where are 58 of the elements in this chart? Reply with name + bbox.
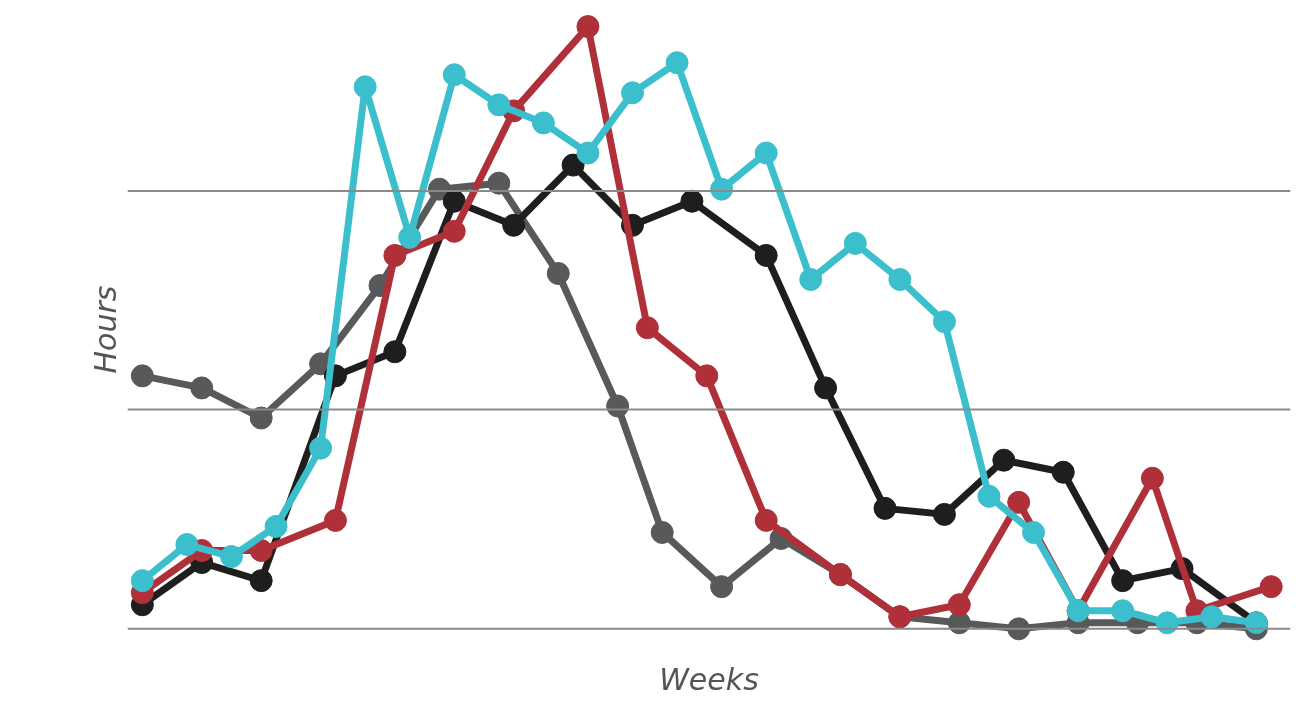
point xyxy=(888,268,912,291)
point xyxy=(576,141,600,165)
point xyxy=(442,189,466,213)
x-axis-title: Weeks xyxy=(659,661,759,697)
point xyxy=(130,364,154,388)
point xyxy=(249,569,273,593)
point xyxy=(309,436,333,460)
point xyxy=(1155,611,1179,635)
point xyxy=(754,243,778,267)
point xyxy=(383,340,407,364)
point xyxy=(947,593,971,617)
point xyxy=(1111,569,1135,593)
point xyxy=(264,514,288,538)
point xyxy=(665,51,689,75)
point xyxy=(977,484,1001,508)
point xyxy=(635,316,659,340)
point xyxy=(487,93,511,117)
point xyxy=(814,376,838,400)
point xyxy=(249,406,273,430)
point xyxy=(1140,466,1164,490)
point xyxy=(502,213,526,237)
point xyxy=(932,310,956,334)
point xyxy=(1007,617,1031,641)
point xyxy=(190,376,214,400)
point xyxy=(219,545,243,569)
point xyxy=(249,539,273,562)
point xyxy=(130,569,154,593)
point xyxy=(1200,605,1224,629)
point xyxy=(576,15,600,39)
point xyxy=(487,171,511,195)
point xyxy=(650,520,674,544)
point xyxy=(1007,490,1031,514)
point xyxy=(383,243,407,267)
point xyxy=(175,533,199,556)
point xyxy=(695,364,719,388)
point xyxy=(754,508,778,532)
y-axis-title: Hours xyxy=(87,285,123,374)
point xyxy=(1022,520,1046,544)
point xyxy=(561,153,585,177)
point xyxy=(992,448,1016,472)
point xyxy=(621,81,645,105)
point xyxy=(843,231,867,255)
point xyxy=(442,219,466,243)
point xyxy=(1259,575,1283,599)
point xyxy=(546,262,570,285)
point xyxy=(1111,599,1135,623)
point xyxy=(932,502,956,526)
point xyxy=(799,268,823,291)
point xyxy=(754,141,778,165)
point xyxy=(398,225,422,249)
point xyxy=(353,75,377,99)
point xyxy=(531,111,555,135)
point xyxy=(1051,460,1075,484)
point xyxy=(873,496,897,520)
point xyxy=(442,63,466,87)
point xyxy=(323,508,347,532)
point xyxy=(710,575,734,599)
point xyxy=(680,189,704,213)
